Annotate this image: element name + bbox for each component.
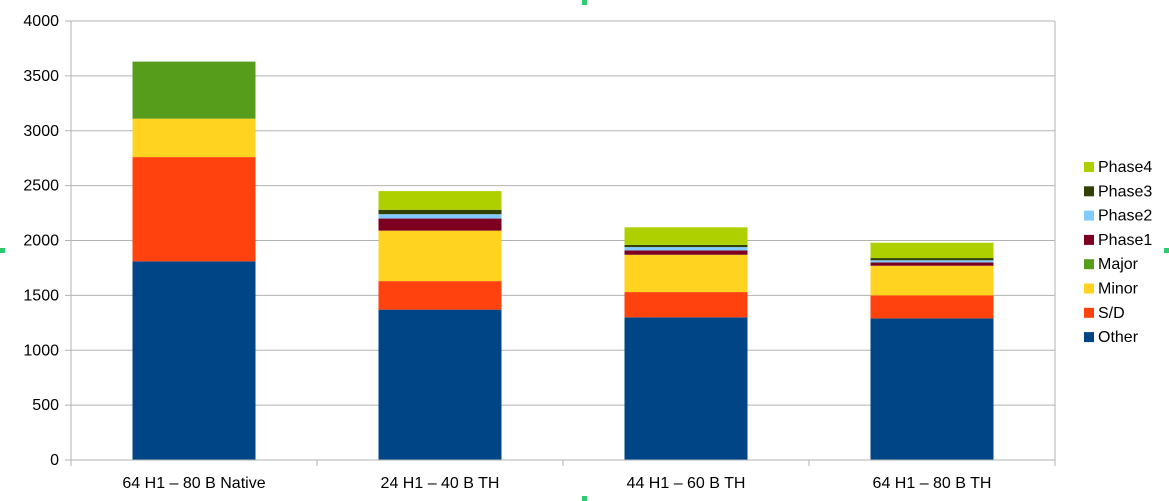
bar-segment-other (624, 317, 748, 460)
legend-label: Phase2 (1098, 208, 1152, 225)
bar-segment-phase4 (378, 191, 502, 210)
selection-handle-left[interactable] (0, 248, 5, 253)
legend-item-phase1: Phase1 (1084, 232, 1152, 249)
legend-label: Phase1 (1098, 232, 1152, 249)
x-tick-label: 64 H1 – 80 B TH (873, 475, 992, 492)
y-tick-labels: 0 500 1000 1500 2000 2500 3000 3500 4000 (23, 13, 59, 469)
y-tick-label: 2500 (23, 178, 59, 195)
y-tick-label: 3000 (23, 123, 59, 140)
legend-label: S/D (1098, 305, 1125, 322)
bar-segment-s-d (624, 292, 748, 318)
bar-segment-phase1 (624, 250, 748, 255)
bar-segment-other (378, 309, 502, 460)
legend-item-major: Major (1084, 256, 1139, 273)
bar-segment-s-d (870, 295, 994, 319)
legend-item-minor: Minor (1084, 281, 1139, 298)
legend-swatch (1084, 307, 1094, 318)
legend-label: Other (1098, 329, 1139, 346)
bar-segment-phase2 (624, 247, 748, 251)
bar-segment-phase2 (870, 260, 994, 263)
bar-segment-phase3 (378, 209, 502, 215)
bar-segment-phase4 (624, 227, 748, 245)
bar-segment-s-d (378, 281, 502, 310)
selection-handle-bottom[interactable] (582, 496, 587, 501)
legend-label: Major (1098, 256, 1139, 273)
legend-swatch (1084, 332, 1094, 343)
legend-swatch (1084, 162, 1094, 172)
bar-segment-minor (132, 118, 256, 158)
legend-swatch (1084, 234, 1094, 245)
bar-segment-phase1 (870, 262, 994, 266)
y-tick-label: 2000 (23, 233, 59, 250)
axes (65, 20, 1056, 466)
legend-item-other: Other (1084, 329, 1139, 346)
bar-segment-other (132, 261, 256, 460)
bar-segment-phase1 (378, 218, 502, 231)
x-tick-label: 64 H1 – 80 B Native (122, 475, 265, 492)
y-tick-label: 1000 (23, 342, 59, 359)
x-tick-label: 24 H1 – 40 B TH (381, 475, 500, 492)
y-tick-label: 4000 (23, 13, 59, 30)
selection-handle-right[interactable] (1164, 248, 1169, 253)
legend-item-phase2: Phase2 (1084, 208, 1152, 225)
bar-segment-phase4 (870, 242, 994, 259)
bar-segment-minor (870, 265, 994, 296)
bar-segment-minor (378, 230, 502, 282)
y-tick-label: 3500 (23, 68, 59, 85)
selection-handle-top[interactable] (582, 0, 587, 5)
legend: Phase4 Phase3 Phase2 Phase1 Major Minor S/D Oth… (1084, 159, 1152, 346)
legend-item-phase4: Phase4 (1084, 159, 1152, 176)
legend-label: Minor (1098, 281, 1139, 298)
bar-segment-s-d (132, 157, 256, 262)
legend-label: Phase3 (1098, 183, 1152, 200)
bar-segment-minor (624, 254, 748, 293)
bars (132, 61, 994, 460)
bar-segment-phase3 (870, 258, 994, 261)
x-tick-label: 44 H1 – 60 B TH (627, 475, 746, 492)
bar-segment-phase2 (378, 214, 502, 219)
legend-label: Phase4 (1098, 159, 1152, 176)
y-tick-label: 0 (50, 452, 59, 469)
legend-swatch (1084, 186, 1094, 197)
legend-swatch (1084, 259, 1094, 270)
legend-item-s-d: S/D (1084, 305, 1125, 322)
bar-segment-major (132, 61, 256, 119)
legend-swatch (1084, 210, 1094, 221)
bar-segment-phase3 (624, 244, 748, 248)
x-tick-labels: 64 H1 – 80 B Native 24 H1 – 40 B TH 44 H1 … (122, 475, 991, 492)
legend-swatch (1084, 283, 1094, 294)
legend-item-phase3: Phase3 (1084, 183, 1152, 200)
bar-segment-other (870, 318, 994, 460)
y-tick-label: 1500 (23, 287, 59, 304)
y-tick-label: 500 (32, 397, 59, 414)
